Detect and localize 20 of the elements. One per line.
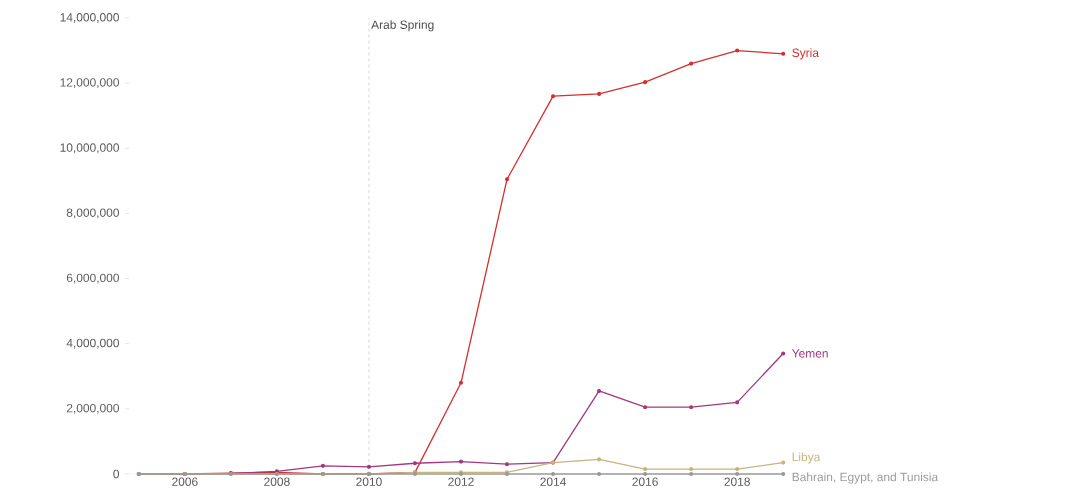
y-tick-label: 12,000,000 xyxy=(60,78,120,89)
x-tick-label: 2012 xyxy=(448,477,474,486)
y-tick-label: 2,000,000 xyxy=(66,403,120,414)
x-tick-label: 2016 xyxy=(632,477,658,486)
y-tick-label: 6,000,000 xyxy=(66,273,120,284)
y-tick-label: 0 xyxy=(113,469,120,479)
x-tick-label: 2014 xyxy=(540,477,566,486)
series-label: Syria xyxy=(792,48,819,60)
ref-line-label: Arab Spring xyxy=(371,20,434,32)
y-tick-label: 8,000,000 xyxy=(66,208,120,219)
x-tick-label: 2008 xyxy=(264,477,290,486)
x-tick-label: 2018 xyxy=(724,477,750,486)
series-label: Yemen xyxy=(791,349,828,358)
x-tick-label: 2006 xyxy=(172,477,198,486)
x-tick-label: 2010 xyxy=(356,477,382,486)
y-tick-label: 10,000,000 xyxy=(60,143,120,154)
series-label: Bahrain, Egypt, and Tunisia xyxy=(792,472,939,484)
y-tick-label: 14,000,000 xyxy=(60,13,120,23)
y-tick-label: 4,000,000 xyxy=(66,338,120,349)
series-label: Libya xyxy=(792,452,821,464)
